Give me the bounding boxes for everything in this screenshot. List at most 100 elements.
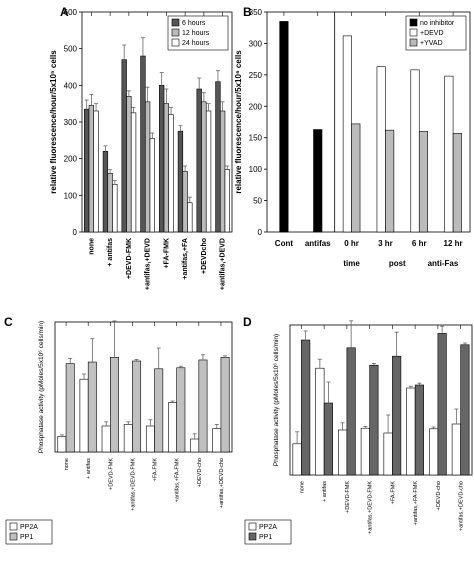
bar xyxy=(219,110,226,233)
bar xyxy=(130,112,137,233)
bar xyxy=(145,425,155,453)
bar xyxy=(301,339,311,476)
bar xyxy=(410,69,420,233)
bar xyxy=(126,96,132,233)
bar xyxy=(429,428,439,476)
y-tick-label: 350 xyxy=(249,8,263,17)
x-tick-label: +FA-FMK xyxy=(153,458,159,482)
legend-label: +YVAD xyxy=(420,40,443,47)
bar xyxy=(87,361,97,453)
panel-label: D xyxy=(243,315,252,329)
x-tick-label: 3 hr xyxy=(378,239,393,248)
legend-label: 6 hours xyxy=(182,20,206,27)
y-tick-label: 100 xyxy=(64,191,78,200)
bar xyxy=(351,123,361,233)
x-tick-label: +FA-FMK xyxy=(390,481,396,505)
bar xyxy=(369,364,379,476)
x-tick-label: +DEVD-FMK xyxy=(108,458,114,490)
bar xyxy=(323,402,333,476)
x-tick-label: Cont xyxy=(275,239,294,248)
bar xyxy=(65,363,75,453)
y-tick-label: 50 xyxy=(253,197,262,206)
bar xyxy=(176,367,186,453)
y-tick-label: 100 xyxy=(249,165,263,174)
y-axis-label: Phosphatase activity (pMoles/5x10⁶ cells… xyxy=(38,321,45,453)
bar xyxy=(123,424,133,453)
legend-swatch xyxy=(171,28,180,37)
x-tick-label: +antifas,+FA xyxy=(182,238,189,280)
y-tick-label: 300 xyxy=(64,118,78,127)
bar xyxy=(451,423,461,476)
bar xyxy=(414,384,424,476)
x-tick-label: +DEVD-cho xyxy=(436,481,442,510)
legend-swatch xyxy=(9,532,18,541)
y-axis-label: relative fluorescence/hour/5x10⁶ cells xyxy=(234,50,243,194)
x-tick-label: +antifas,+DEVD xyxy=(145,238,152,290)
bar xyxy=(452,133,462,233)
bar xyxy=(198,359,208,453)
plot-frame xyxy=(266,11,471,233)
y-tick-label: 500 xyxy=(64,45,78,54)
bar xyxy=(163,103,170,233)
bar xyxy=(315,367,325,476)
bar xyxy=(215,81,221,233)
legend-label: PP1 xyxy=(259,534,272,541)
y-axis-label: Phosphatase activity (pMoles/5x10⁶ cells… xyxy=(273,334,280,466)
bar xyxy=(444,75,454,233)
legend-swatch xyxy=(171,18,180,27)
x-tick-label: + antifas xyxy=(107,238,114,267)
panel-label: C xyxy=(4,315,13,329)
bar xyxy=(107,173,113,233)
bar xyxy=(93,110,99,233)
bar xyxy=(159,85,165,233)
legend-swatch xyxy=(409,18,418,27)
legend-swatch xyxy=(248,522,257,531)
y-tick-label: 300 xyxy=(249,39,263,48)
bar xyxy=(177,130,184,233)
x-tick-label: +antifas,+DEVD-cho xyxy=(459,481,465,531)
x-tick-label: 6 hr xyxy=(412,239,427,248)
legend-label: PP1 xyxy=(20,534,33,541)
x-tick-label: none xyxy=(88,238,95,255)
bar xyxy=(79,378,89,453)
x-tick-label: +antifas,+DEVD xyxy=(220,238,227,290)
y-tick-label: 0 xyxy=(73,228,78,237)
bar xyxy=(212,428,222,453)
bar xyxy=(110,357,119,453)
bar xyxy=(201,101,207,233)
bar xyxy=(140,55,146,233)
x-tick-label: none xyxy=(64,458,70,470)
bar xyxy=(168,114,174,233)
x-tick-label: +antifas,+FA-FMK xyxy=(413,481,419,526)
x-tick-label: +DEVD-FMK xyxy=(345,481,351,513)
bar xyxy=(187,202,193,233)
bar xyxy=(196,88,202,233)
legend-swatch xyxy=(248,532,257,541)
bar xyxy=(418,131,429,233)
x-tick-label: antifas xyxy=(305,239,331,248)
y-tick-label: 600 xyxy=(64,8,78,17)
bar xyxy=(342,35,352,233)
bar xyxy=(182,171,188,233)
x-tick-label: +antifas,+DEVD-FMK xyxy=(130,458,136,511)
bar xyxy=(84,108,90,233)
bar xyxy=(220,357,230,453)
bar xyxy=(313,129,323,233)
y-tick-label: 200 xyxy=(249,102,263,111)
y-tick-label: 0 xyxy=(258,228,263,237)
y-tick-label: 200 xyxy=(64,155,78,164)
bar xyxy=(406,387,416,476)
x-tick-label: 0 hr xyxy=(344,239,359,248)
legend-label: 12 hours xyxy=(182,30,210,37)
bar xyxy=(121,59,127,233)
plot-frame xyxy=(54,321,233,453)
x-tick-label: + antifas xyxy=(322,481,328,502)
bar xyxy=(292,443,302,476)
bar xyxy=(338,429,348,476)
x-tick-label: +FA-FMK xyxy=(163,238,170,269)
bar xyxy=(88,105,95,233)
bar xyxy=(460,344,470,476)
x-tick-label: +DEVDcho xyxy=(201,238,208,274)
bar xyxy=(392,355,402,476)
